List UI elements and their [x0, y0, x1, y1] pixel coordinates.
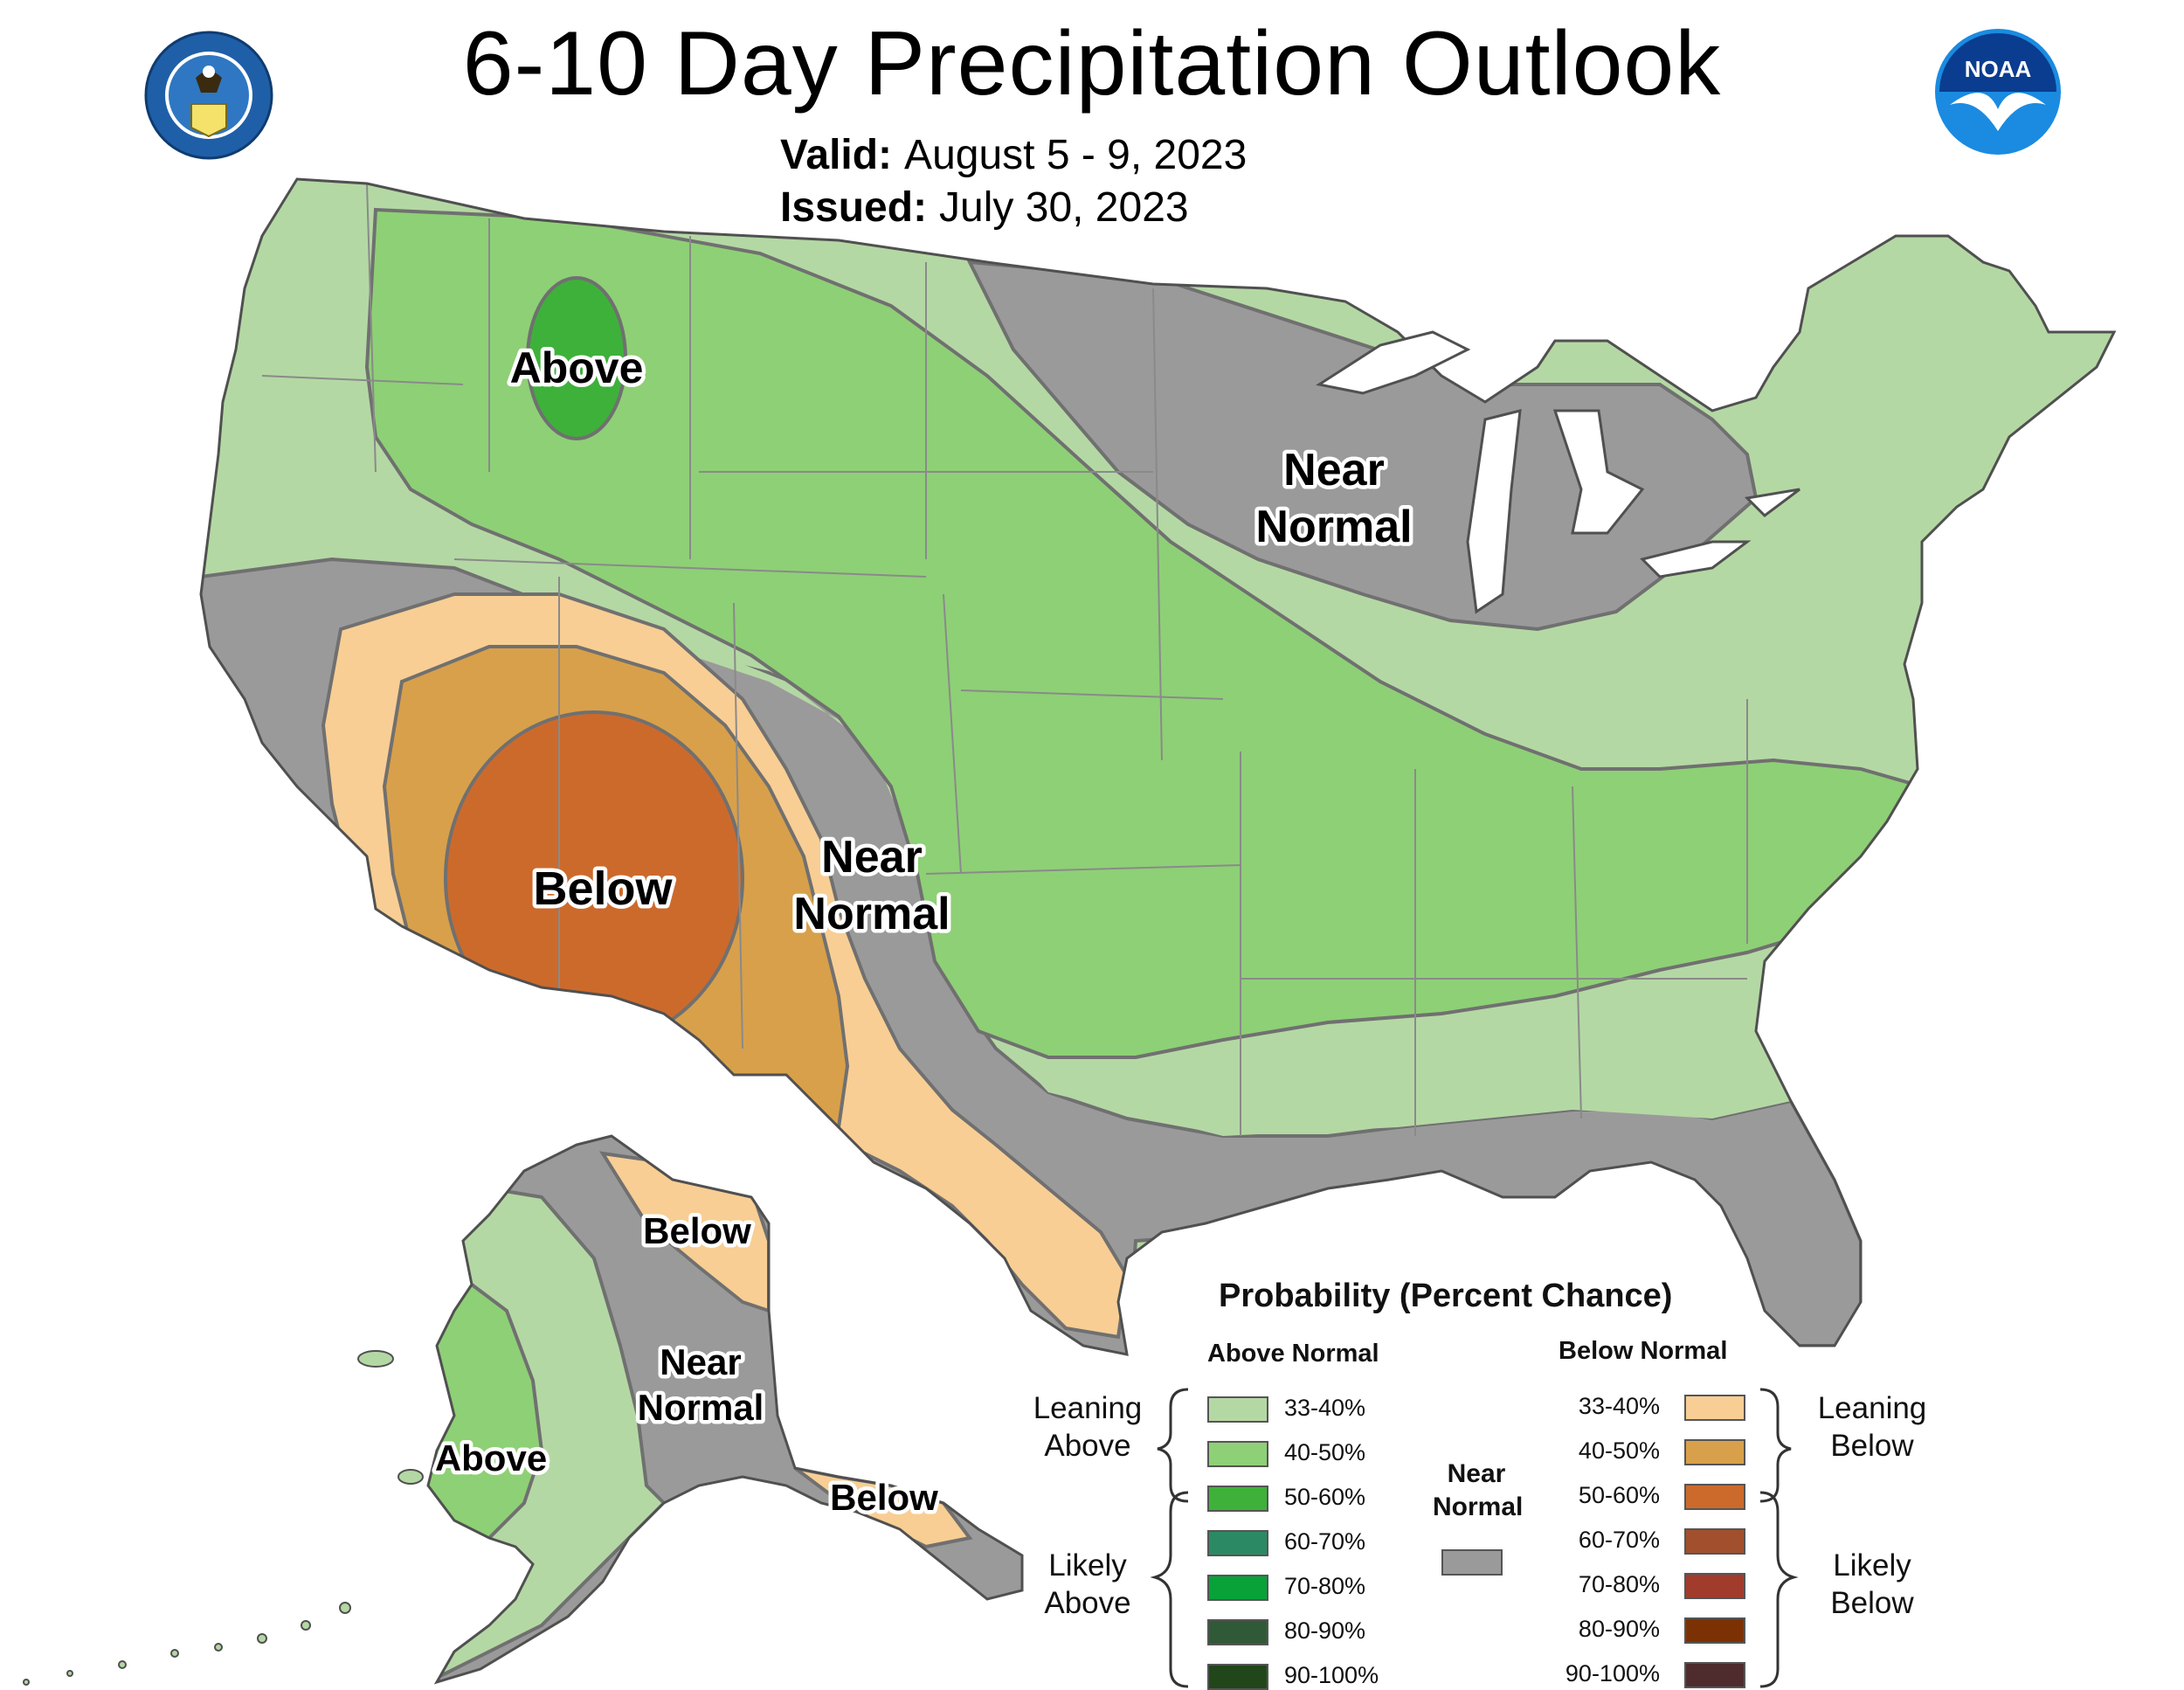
leaning-above-band-south	[612, 612, 1791, 1136]
issued-date: Issued: July 30, 2023	[780, 184, 1189, 232]
leaning-below-line-2: Below	[1830, 1429, 1914, 1463]
label-ak-near-normal-2: Normal	[638, 1387, 764, 1428]
legend-below-label-2: 40-50%	[1578, 1437, 1660, 1464]
legend-below-label-7: 90-100%	[1565, 1660, 1660, 1687]
label-ak-near-normal-1: Near	[660, 1341, 741, 1382]
legend-likely-below-group: Likely Below	[1798, 1547, 1946, 1622]
leaning-below-line-1: Leaning	[1817, 1391, 1927, 1425]
aleutian-islands	[23, 1350, 424, 1686]
legend-leaning-below-group: Leaning Below	[1798, 1389, 1946, 1465]
brace-likely-above	[1150, 1491, 1189, 1688]
legend-below-swatch-3	[1684, 1484, 1745, 1510]
brace-likely-below	[1759, 1491, 1799, 1688]
brace-lines	[1150, 1388, 1799, 1688]
likely-below-line-1: Likely	[1833, 1548, 1911, 1583]
legend-above-label-7: 90-100%	[1284, 1662, 1379, 1688]
legend-near-normal-heading: Near Normal	[1433, 1458, 1524, 1524]
noaa-logo-text: NOAA	[1965, 56, 2032, 82]
legend-below-label-3: 50-60%	[1578, 1482, 1660, 1508]
leaning-above-line-1: Leaning	[1033, 1391, 1143, 1425]
noaa-logo: NOAA	[1935, 29, 2061, 155]
brace-leaning-below	[1759, 1388, 1792, 1503]
label-ak-below: Below	[643, 1210, 751, 1251]
legend-above-swatch-4	[1207, 1530, 1268, 1556]
legend-below-swatch-5	[1684, 1573, 1745, 1599]
likely-below-line-2: Below	[1830, 1586, 1914, 1620]
valid-dates: Valid: August 5 - 9, 2023	[780, 131, 1247, 179]
legend-above-label-6: 80-90%	[1284, 1617, 1366, 1644]
legend-near-normal-swatch	[1441, 1549, 1503, 1576]
legend-below-label-1: 33-40%	[1578, 1393, 1660, 1419]
label-below-sw: Below	[533, 862, 673, 915]
legend-above-swatch-2	[1207, 1441, 1268, 1467]
page-title: 6-10 Day Precipitation Outlook	[462, 13, 1722, 114]
legend-near-line-1: Near	[1447, 1459, 1506, 1488]
legend-above-label-1: 33-40%	[1284, 1395, 1366, 1421]
conus-outline	[199, 177, 2117, 1356]
label-near-normal-sw-2: Normal	[793, 889, 950, 939]
legend-leaning-above-group: Leaning Above	[1013, 1389, 1162, 1465]
label-above-nw: Above	[510, 343, 644, 392]
legend-below-swatch-2	[1684, 1439, 1745, 1465]
legend-above-swatch-3	[1207, 1486, 1268, 1512]
state-boundaries	[261, 183, 1748, 1136]
brace-leaning-above	[1157, 1388, 1189, 1503]
label-near-normal-ne-1: Near	[1283, 445, 1385, 495]
issued-label: Issued:	[780, 184, 928, 231]
legend-above-swatch-7	[1207, 1664, 1268, 1690]
legend-below-label-5: 70-80%	[1578, 1571, 1660, 1597]
label-near-normal-sw-1: Near	[821, 832, 923, 883]
legend-above-heading: Above Normal	[1207, 1340, 1379, 1368]
legend-above-swatch-1	[1207, 1396, 1268, 1423]
legend-below-swatch-7	[1684, 1662, 1745, 1688]
valid-value: August 5 - 9, 2023	[904, 132, 1248, 178]
legend-below-label-6: 80-90%	[1578, 1616, 1660, 1642]
leaning-above-40-50-region	[364, 207, 1933, 1059]
legend-below-label-4: 60-70%	[1578, 1527, 1660, 1553]
legend-above-label-2: 40-50%	[1284, 1439, 1366, 1465]
legend-below-heading: Below Normal	[1559, 1337, 1728, 1365]
likely-above-line-2: Above	[1044, 1586, 1131, 1620]
valid-label: Valid:	[780, 132, 893, 178]
label-ak-above: Above	[435, 1437, 547, 1479]
legend-likely-above-group: Likely Above	[1013, 1547, 1162, 1622]
legend-above-label-5: 70-80%	[1284, 1573, 1366, 1599]
legend-above-swatch-5	[1207, 1575, 1268, 1601]
legend-above-label-3: 50-60%	[1284, 1484, 1366, 1510]
commerce-seal-logo	[144, 31, 273, 160]
legend-below-swatch-6	[1684, 1617, 1745, 1644]
issued-value: July 30, 2023	[939, 184, 1189, 231]
likely-above-line-1: Likely	[1048, 1548, 1127, 1583]
great-lakes	[1316, 330, 1800, 614]
label-near-normal-ne-2: Normal	[1255, 502, 1412, 552]
legend-title: Probability (Percent Chance)	[1219, 1278, 1673, 1314]
likely-above-50-60-region	[526, 276, 627, 440]
near-normal-region-north	[966, 260, 1759, 632]
legend-above-swatch-6	[1207, 1619, 1268, 1645]
legend-below-swatch-1	[1684, 1395, 1745, 1421]
label-ak-below-se: Below	[830, 1477, 938, 1518]
alaska-outline	[426, 1134, 1024, 1685]
legend-below-swatch-4	[1684, 1528, 1745, 1555]
legend-near-line-2: Normal	[1433, 1493, 1524, 1521]
legend-above-label-4: 60-70%	[1284, 1528, 1366, 1555]
leaning-above-line-2: Above	[1044, 1429, 1131, 1463]
